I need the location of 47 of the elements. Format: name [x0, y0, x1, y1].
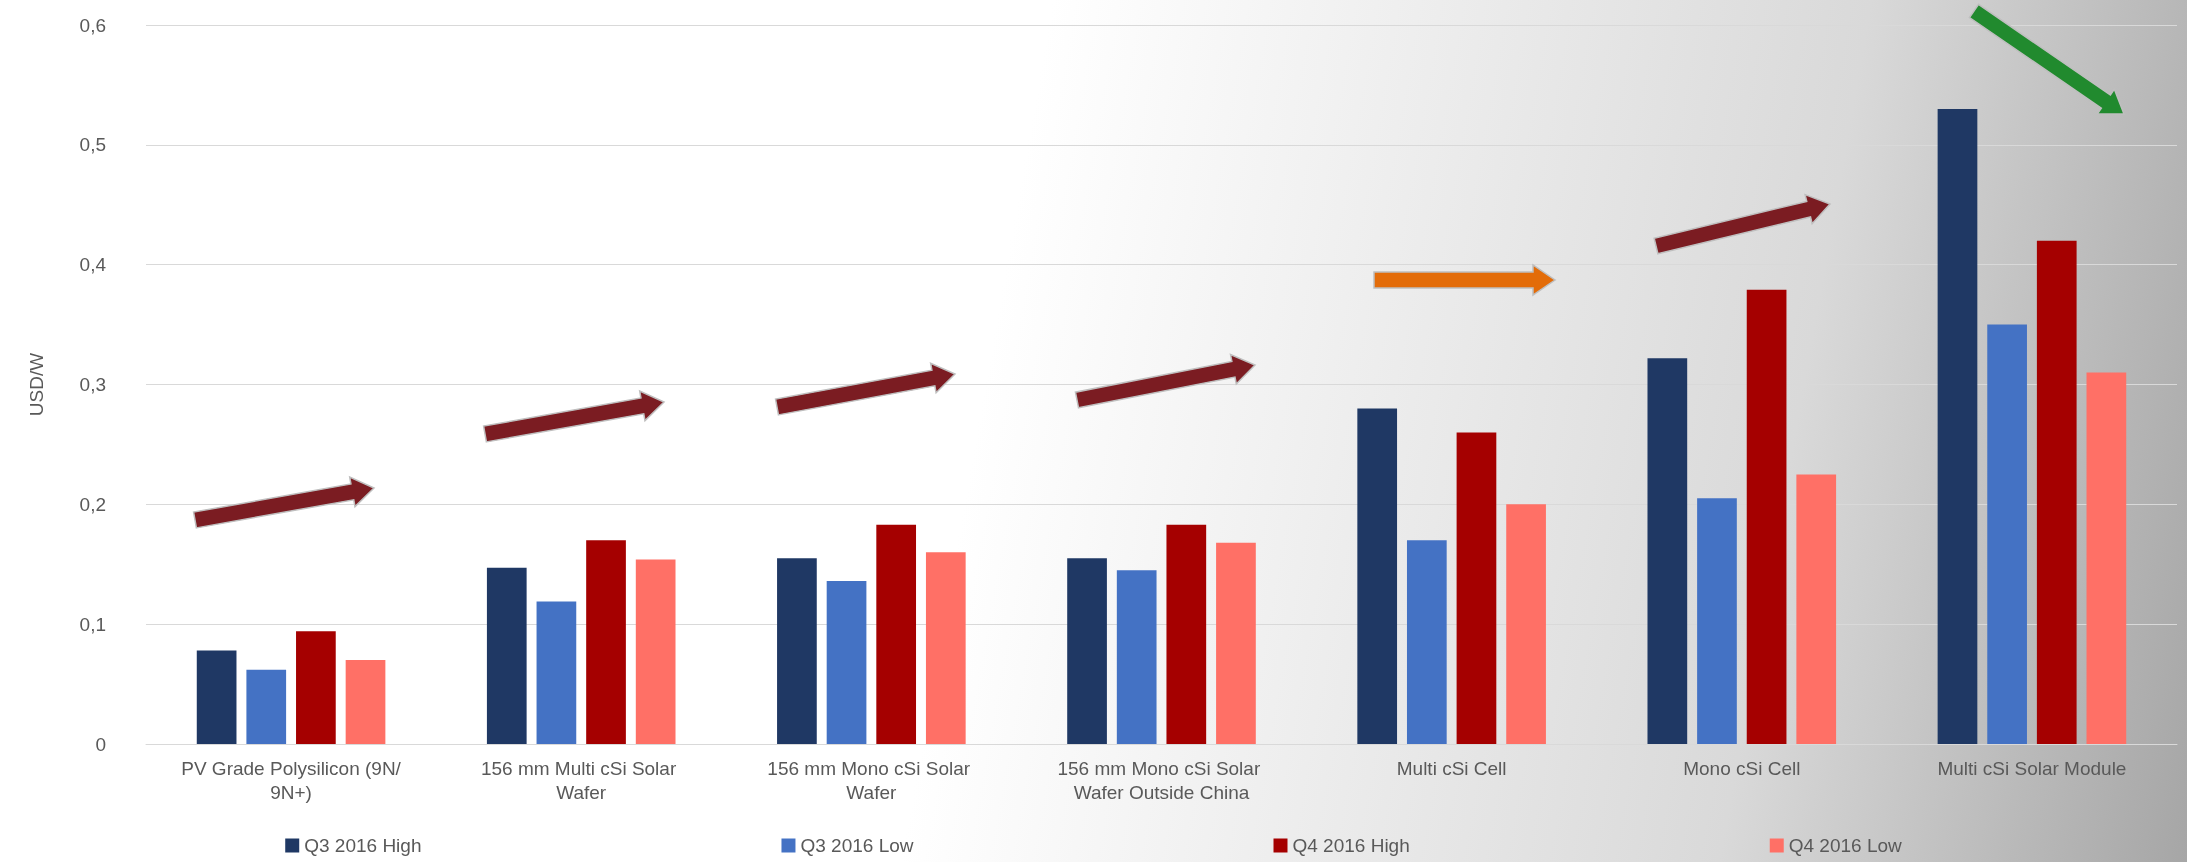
bar	[1357, 408, 1398, 744]
x-tick-label: PV Grade Polysilicon (9N/9N+)	[181, 757, 402, 803]
legend-label: Q4 2016 Low	[1788, 835, 1903, 856]
bar	[586, 540, 626, 744]
bar	[2036, 240, 2077, 744]
bar	[1796, 474, 1837, 744]
x-tick-label: 156 mm Mono cSi Solar Wafer	[767, 757, 976, 803]
bar	[536, 601, 577, 744]
legend-label: Q4 2016 High	[1292, 835, 1410, 856]
x-tick-label: 156 mm Multi cSi Solar Wafer	[480, 757, 682, 803]
legend-label: Q3 2016 High	[304, 835, 422, 856]
bar	[1506, 504, 1546, 744]
bar	[1746, 289, 1787, 744]
y-tick-label: 0,3	[79, 374, 106, 395]
bar	[246, 669, 287, 744]
y-tick-label: 0,4	[79, 254, 107, 276]
bar	[876, 524, 917, 744]
bar	[1937, 108, 1978, 744]
bar	[1987, 324, 2027, 744]
bar	[1697, 498, 1737, 744]
bar	[635, 559, 676, 744]
bar	[345, 660, 386, 744]
bar	[1166, 524, 1207, 744]
bar	[1067, 558, 1107, 744]
bar	[2086, 372, 2127, 744]
bar	[1216, 542, 1256, 744]
bar	[296, 631, 336, 744]
x-tick-label: Multi cSi Solar Module	[1937, 757, 2127, 779]
legend-label: Q3 2016 Low	[800, 835, 914, 856]
bar	[1116, 570, 1157, 744]
bar	[1456, 432, 1497, 744]
bar	[1406, 540, 1447, 744]
y-axis-title: USD/W	[26, 352, 47, 417]
bar	[826, 581, 867, 744]
bar	[196, 650, 237, 744]
bar	[1647, 358, 1688, 744]
bar	[925, 552, 966, 744]
x-tick-label: 156 mm Mono cSi Solar Wafer Outside China	[1057, 757, 1266, 803]
bar	[486, 567, 527, 744]
y-tick-label: 0,1	[79, 613, 106, 635]
y-tick-label: 0,2	[79, 493, 106, 515]
x-tick-label: Multi cSi Cell	[1396, 757, 1507, 779]
y-tick-label: 0,6	[79, 14, 106, 36]
y-tick-label: 0,5	[79, 134, 106, 156]
bar	[777, 558, 817, 744]
x-tick-label: Mono cSi Cell	[1683, 757, 1801, 779]
y-tick-label: 0	[95, 733, 106, 755]
